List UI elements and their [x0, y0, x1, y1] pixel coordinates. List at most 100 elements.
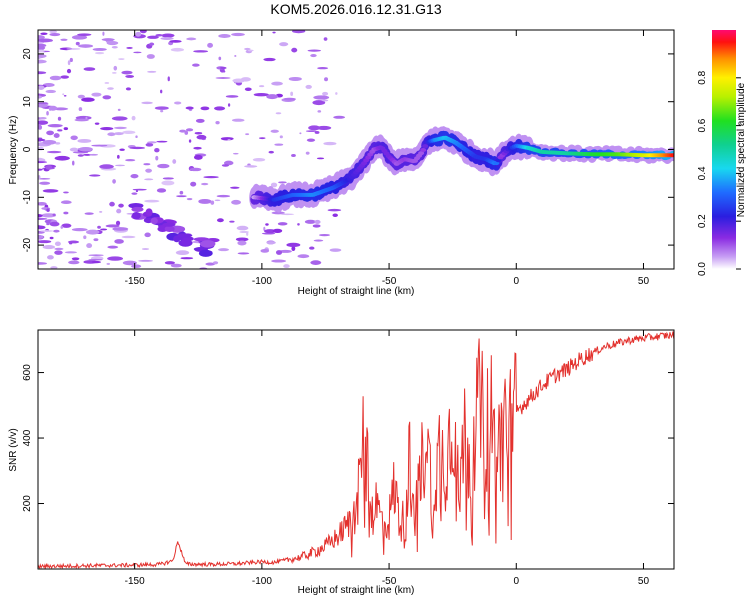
spectrogram-noise-blob: [91, 92, 102, 97]
spectrogram-noise-blob: [155, 33, 163, 37]
spectrogram-noise-blob: [215, 77, 231, 79]
spectrogram-noise-blob: [141, 101, 153, 105]
spectrogram-noise-blob: [55, 142, 61, 145]
spectrogram-noise-blob: [268, 150, 274, 154]
y-tick-label: 0: [22, 146, 33, 152]
spectrogram-noise-blob: [154, 148, 160, 153]
spectrogram-noise-blob: [169, 39, 182, 43]
spectrogram-noise-blob: [305, 84, 312, 89]
spectrogram-noise-blob: [131, 192, 138, 195]
snr-y-label: SNR (v/v): [8, 428, 19, 471]
spectrogram-noise-blob: [45, 165, 53, 170]
spectrogram-noise-blob: [64, 251, 78, 254]
spectrogram-noise-blob: [234, 55, 237, 57]
spectrogram-noise-blob: [145, 142, 154, 147]
spectrogram-noise-blob: [84, 212, 94, 215]
spectrogram-noise-blob: [180, 257, 194, 260]
x-tick-label: 50: [638, 276, 650, 287]
x-tick-label: -50: [382, 576, 397, 587]
spectrogram-noise-blob: [179, 129, 187, 133]
spectrogram-ridge-core: [420, 147, 427, 152]
spectrogram-noise-blob: [244, 165, 258, 168]
spectrogram-noise-blob: [49, 32, 61, 37]
spectrogram-noise-blob: [259, 85, 265, 88]
spectrogram-noise-blob: [160, 89, 163, 94]
spectrogram-noise-blob: [182, 236, 194, 242]
spectrogram-noise-blob: [122, 260, 137, 266]
colorbar-label: Normalized spectral amplitude: [736, 82, 747, 217]
y-tick-label: 10: [22, 96, 33, 108]
spectrogram-noise-blob: [72, 160, 75, 166]
spectrogram-noise-blob: [160, 109, 164, 113]
spectrogram-noise-blob: [38, 35, 45, 40]
spectrogram-noise-blob: [305, 130, 317, 133]
spectrogram-noise-blob: [216, 194, 231, 198]
spectrogram-noise-blob: [38, 202, 47, 206]
spectrogram-noise-blob: [131, 264, 142, 268]
snr-plot-area: [38, 331, 674, 569]
spectrogram-noise-blob: [139, 30, 147, 34]
spectrogram-noise-blob: [68, 260, 80, 265]
colorbar-tick-label: 0.6: [697, 118, 708, 132]
spectrogram-noise-blob: [172, 159, 177, 164]
x-tick-label: 50: [638, 576, 650, 587]
spectrogram-noise-blob: [329, 248, 342, 252]
spectrogram-noise-blob: [125, 158, 136, 162]
spectrogram-noise-blob: [71, 257, 80, 261]
spectrogram-noise-blob: [63, 211, 69, 215]
spectrogram-noise-blob: [322, 91, 329, 96]
spectrogram-noise-blob: [207, 42, 213, 48]
spectrogram-noise-blob: [157, 225, 168, 232]
spectrogram-noise-blob: [63, 191, 69, 194]
spectrogram-noise-blob: [314, 131, 320, 134]
x-tick-label: -150: [125, 576, 145, 587]
spectrogram-noise-blob: [324, 77, 329, 82]
spectrogram-noise-blob: [78, 146, 93, 152]
spectrogram-noise-blob: [121, 235, 136, 239]
spectrogram-noise-blob: [156, 140, 168, 143]
spectrogram-noise-blob: [86, 229, 100, 235]
spectrogram-noise-blob: [126, 47, 133, 49]
colorbar-tick-label: 0.2: [697, 214, 708, 228]
snr-x-ticks: -150 -100 -50 0 50: [125, 330, 650, 587]
spectrogram-noise-blob: [245, 133, 250, 136]
spectrogram-noise-blob: [253, 92, 269, 97]
spectrogram-noise-blob: [141, 248, 150, 250]
colorbar-tick-label: 0.8: [697, 70, 708, 84]
spectrogram-noise-blob: [119, 148, 125, 151]
x-tick-label: -100: [252, 576, 272, 587]
spectrogram-noise-blob: [57, 116, 62, 121]
spectrogram-noise-blob: [278, 249, 292, 253]
spectrogram-noise-blob: [247, 49, 254, 52]
spectrogram-noise-blob: [100, 127, 114, 131]
spectrogram-noise-blob: [277, 222, 288, 226]
spectrogram-noise-blob: [179, 190, 184, 195]
spectrogram-noise-blob: [174, 101, 182, 105]
spectrogram-noise-blob: [135, 190, 138, 193]
spectrogram-noise-blob: [240, 77, 251, 82]
spectrogram-noise-blob: [143, 163, 151, 166]
spectrogram-x-label: Height of straight line (km): [298, 286, 415, 297]
spectrogram-noise-blob: [89, 153, 99, 156]
y-tick-label: 600: [22, 364, 33, 381]
spectrogram-noise-blob: [192, 63, 200, 67]
spectrogram-noise-blob: [38, 38, 53, 43]
spectrogram-noise-blob: [100, 228, 108, 231]
spectrogram-noise-blob: [314, 219, 321, 225]
spectrogram-noise-blob: [194, 131, 203, 135]
spectrogram-noise-blob: [280, 213, 295, 216]
spectrogram-noise-blob: [38, 49, 45, 53]
spectrogram-noise-blob: [271, 211, 285, 215]
spectrogram-noise-blob: [239, 230, 250, 233]
spectrogram-noise-blob: [112, 179, 116, 184]
spectrogram-noise-blob: [170, 263, 182, 268]
spectrogram-noise-blob: [283, 97, 297, 101]
spectrogram-noise-blob: [91, 144, 108, 147]
spectrogram-noise-blob: [113, 132, 124, 136]
spectrogram-noise-blob: [52, 213, 56, 216]
spectrogram-noise-blob: [86, 243, 93, 249]
spectrogram-noise-blob: [150, 217, 158, 225]
spectrogram-noise-blob: [49, 30, 58, 34]
spectrogram-noise-blob: [107, 132, 116, 137]
